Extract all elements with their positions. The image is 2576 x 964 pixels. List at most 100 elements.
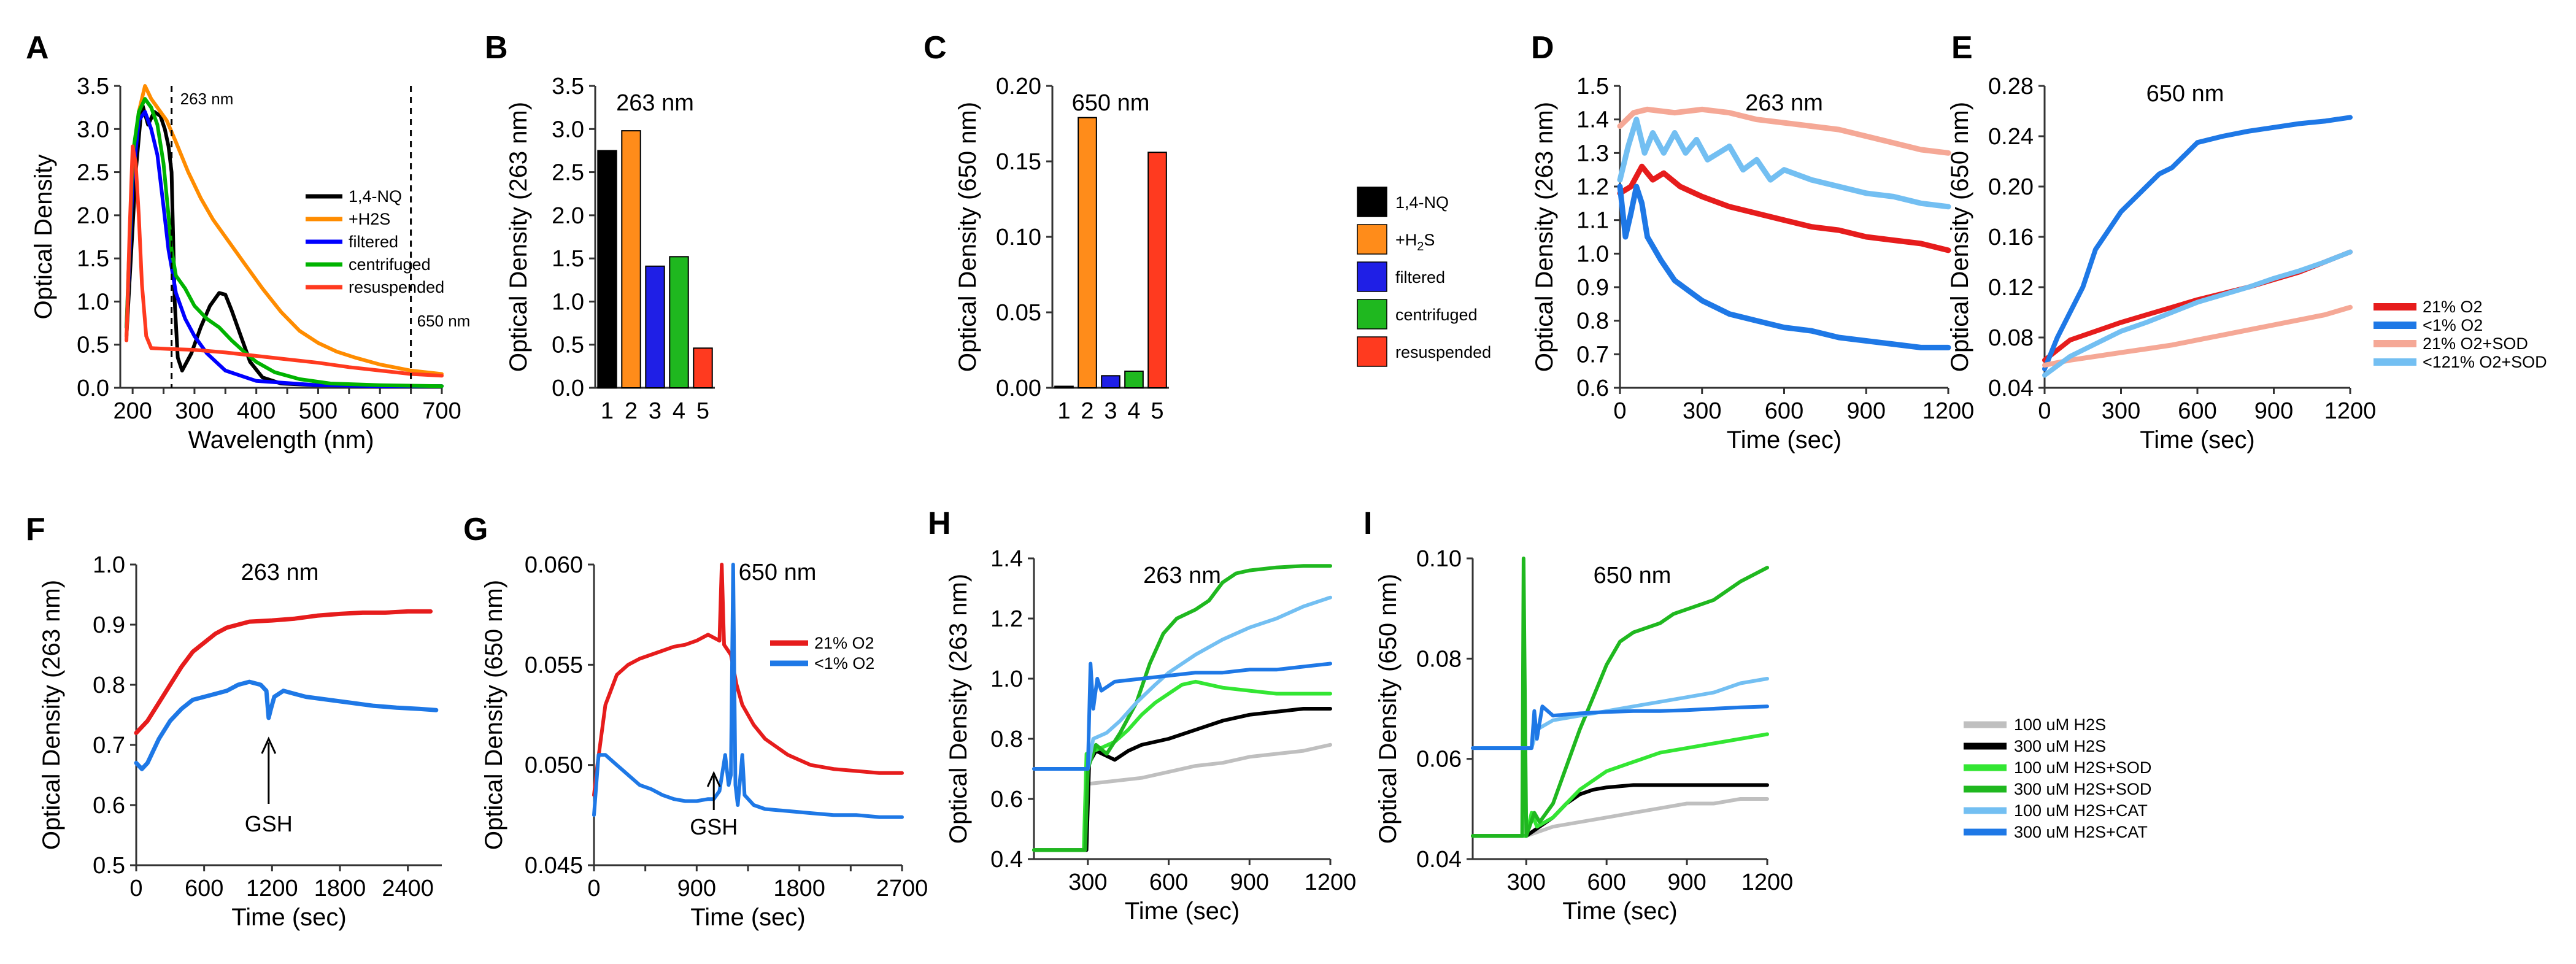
y-tick-label: 0.6 xyxy=(93,793,125,819)
series-line--1-o2 xyxy=(2042,115,2353,372)
legend-swatch xyxy=(1357,299,1387,330)
panel-title: 650 nm xyxy=(1072,90,1150,116)
x-tick-label: 300 xyxy=(175,398,214,424)
y-tick-label: 0.5 xyxy=(77,333,109,358)
y-tick-label: 2.5 xyxy=(552,160,584,186)
series-line-100-um-h2s-cat xyxy=(1032,595,1332,771)
legend-label: 300 uM H2S+CAT xyxy=(2014,823,2148,841)
y-tick-label: 0.6 xyxy=(1576,376,1609,401)
series-line--1-o2 xyxy=(134,679,439,771)
wavelength-marker-label: 650 nm xyxy=(417,312,471,330)
y-tick-label: 1.3 xyxy=(1576,141,1609,166)
x-axis-title: Wavelength (nm) xyxy=(188,426,374,453)
y-tick-label: 2.0 xyxy=(77,203,109,229)
y-tick-label: 0.28 xyxy=(1988,74,2034,99)
x-tick-label: 900 xyxy=(1847,398,1886,424)
y-axis-title: Optical Density (263 nm) xyxy=(38,580,65,850)
x-tick-label: 900 xyxy=(2254,398,2293,424)
y-tick-label: 0.5 xyxy=(93,853,125,879)
x-tick-label: 1800 xyxy=(314,876,366,901)
y-tick-label: 0.08 xyxy=(1988,325,2034,351)
y-axis-title: Optical Density (650 nm) xyxy=(1946,102,1973,372)
panels: A 0.0 0.5 1.0 1.5 2.0 2.5 3.0 3.5 Optical Density… xyxy=(26,30,2547,931)
x-tick-label: 1200 xyxy=(1741,870,1794,895)
y-tick-label: 0.8 xyxy=(990,727,1023,752)
x-tick-label: 900 xyxy=(677,876,716,901)
x-axis-title: Time (sec) xyxy=(2140,426,2254,453)
y-tick-label: 1.0 xyxy=(552,289,584,315)
legend-label-subscript: 2 xyxy=(1417,240,1424,253)
x-tick-label: 300 xyxy=(1507,870,1546,895)
x-tick-label: 5 xyxy=(696,398,709,424)
y-tick-label: 3.5 xyxy=(77,74,109,99)
y-tick-label: 0.9 xyxy=(93,612,125,638)
panel-d: D 0.6 0.7 0.8 0.9 1.0 1.1 1.2 1.3 1.4 1.5 Optical D… xyxy=(1531,30,1974,453)
series-line--h2s xyxy=(125,84,444,376)
x-tick-label: 600 xyxy=(361,398,399,424)
x-axis-title: Time (sec) xyxy=(231,904,346,931)
bar-4 xyxy=(1124,370,1144,389)
bar-5 xyxy=(1147,152,1167,389)
legend-label-part: +H xyxy=(1395,231,1417,249)
y-tick-label: 0.0 xyxy=(77,376,109,401)
y-tick-label: 0.15 xyxy=(996,149,1041,175)
panel-e: E 0.04 0.08 0.12 0.16 0.20 0.24 0.28 Optical Den… xyxy=(1946,30,2547,453)
series-line-300-um-h2s-sod xyxy=(1471,557,1769,838)
legend-label: centrifuged xyxy=(349,255,431,274)
legend-swatch xyxy=(1357,224,1387,255)
x-tick-label: 3 xyxy=(649,398,661,424)
panel-label: F xyxy=(26,512,45,547)
legend-label: <1% O2 xyxy=(2423,316,2483,334)
panel-label: A xyxy=(26,30,49,66)
series-line-300-um-h2s-cat xyxy=(1032,661,1332,771)
series-line--1-o2 xyxy=(592,563,904,819)
y-tick-label: 1.1 xyxy=(1576,208,1609,234)
y-tick-label: 3.5 xyxy=(552,74,584,99)
x-tick-label: 300 xyxy=(1683,398,1721,424)
y-tick-label: 0.16 xyxy=(1988,225,2034,250)
y-tick-label: 0.4 xyxy=(990,847,1023,873)
y-tick-label: 1.0 xyxy=(990,666,1023,692)
y-axis-title: Optical Density (263 nm) xyxy=(505,102,532,372)
y-tick-label: 0.060 xyxy=(525,552,583,578)
legend-label: 1,4-NQ xyxy=(1395,193,1449,212)
panel-label: H xyxy=(928,506,951,541)
y-tick-label: 0.08 xyxy=(1416,646,1462,672)
bar-3 xyxy=(645,265,665,388)
panel-label: I xyxy=(1363,506,1372,541)
x-axis-title: Time (sec) xyxy=(1727,426,1841,453)
series-line--1-o2 xyxy=(1617,183,1951,350)
panel-a: A 0.0 0.5 1.0 1.5 2.0 2.5 3.0 3.5 Optical Density… xyxy=(26,30,470,453)
y-tick-label: 0.8 xyxy=(93,673,125,698)
annotation-arrow-head xyxy=(261,736,277,754)
legend-label: 300 uM H2S+SOD xyxy=(2014,780,2151,798)
x-tick-label: 600 xyxy=(1149,870,1188,895)
panel-title: 263 nm xyxy=(241,560,319,585)
x-tick-label: 300 xyxy=(2102,398,2140,424)
y-tick-label: 0.055 xyxy=(525,652,583,678)
panel-h: H 0.4 0.6 0.8 1.0 1.2 1.4 Optical Density (263 … xyxy=(928,506,1356,925)
legend-label: 21% O2 xyxy=(2423,298,2483,316)
y-tick-label: 0.20 xyxy=(1988,174,2034,200)
series-line-centrifuged xyxy=(125,97,444,388)
legend-label: 100 uM H2S xyxy=(2014,715,2106,734)
legend-label: +H2S xyxy=(1395,231,1435,253)
y-axis-title: Optical Density (650 nm) xyxy=(1375,574,1402,844)
y-tick-label: 0.050 xyxy=(525,753,583,779)
panel-label: G xyxy=(463,512,488,547)
legend-label: 21% O2 xyxy=(814,634,874,652)
y-tick-label: 0.8 xyxy=(1576,309,1609,334)
y-tick-label: 1.0 xyxy=(93,552,125,578)
x-tick-label: 2 xyxy=(1081,398,1093,424)
y-tick-label: 1.5 xyxy=(77,246,109,272)
panel-g: G 0.045 0.050 0.055 0.060 Optical Density (65… xyxy=(463,512,928,931)
y-tick-label: 0.10 xyxy=(996,225,1041,250)
x-tick-label: 4 xyxy=(673,398,685,424)
y-tick-label: 0.24 xyxy=(1988,124,2034,150)
y-tick-label: 0.9 xyxy=(1576,275,1609,301)
x-tick-label: 0 xyxy=(129,876,142,901)
series-line-21-o2 xyxy=(592,563,904,797)
x-tick-label: 2 xyxy=(625,398,638,424)
y-tick-label: 1.0 xyxy=(77,289,109,315)
